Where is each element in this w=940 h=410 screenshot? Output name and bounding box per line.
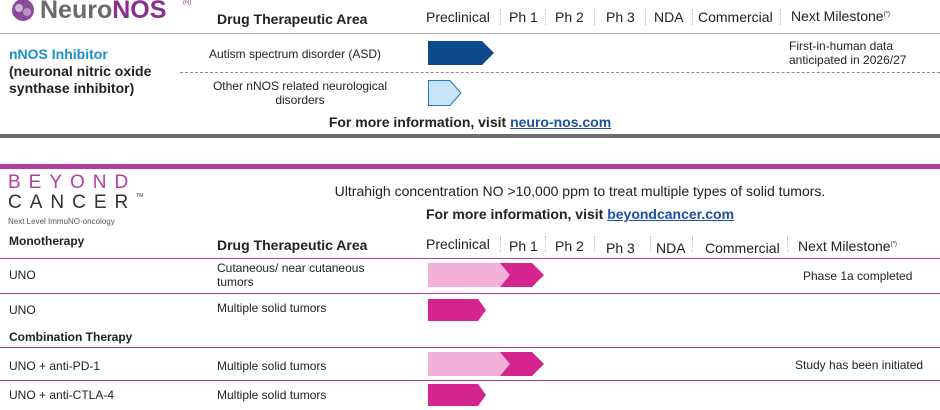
neuronos-program-name: nNOS Inhibitor <box>9 46 108 62</box>
neuronos-info-prefix: For more information, visit <box>328 114 511 130</box>
beyond-header-ph2: Ph 2 <box>555 238 584 254</box>
neuronos-program-line2: (neuronal nitric oxide <box>9 63 152 79</box>
beyond-row-drug: UNO <box>9 268 36 282</box>
neuronos-header-nda: NDA <box>654 9 684 25</box>
beyond-logo-tm: TM <box>136 193 144 199</box>
neuronos-logo-icon <box>12 0 34 21</box>
neuronos-header-commercial: Commercial <box>698 9 773 25</box>
beyond-progress-bar <box>428 263 544 287</box>
beyond-header-rule <box>0 258 940 259</box>
neuronos-row-milestone-line2: anticipated in 2026/27 <box>789 53 907 67</box>
beyond-progress-bar <box>428 384 486 406</box>
beyond-header-divider <box>545 236 546 252</box>
neuronos-header-divider <box>645 9 646 25</box>
neuronos-header-ph3: Ph 3 <box>606 9 635 25</box>
beyond-row-area: Multiple solid tumors <box>217 388 327 402</box>
neuronos-progress-bar <box>428 80 462 106</box>
neuronos-logo-tm: (R) <box>183 0 192 6</box>
neuronos-row-milestone-line1: First-in-human data <box>789 39 894 53</box>
beyond-info: For more information, visit beyondcancer… <box>200 206 940 222</box>
beyond-row-area: Multiple solid tumors <box>217 359 327 373</box>
beyond-row-area: Multiple solid tumors <box>217 301 327 315</box>
neuronos-header-milestone-sup: (*) <box>883 11 890 18</box>
neuronos-program-line3: synthase inhibitor) <box>9 80 135 96</box>
beyond-header-divider <box>594 236 595 252</box>
section-divider-gray <box>0 134 940 138</box>
beyond-row-divider <box>0 293 940 294</box>
beyond-row-drug: UNO + anti-CTLA-4 <box>9 388 115 402</box>
neuronos-logo-text-a: Neuro <box>40 0 113 24</box>
neuronos-row-area-line1: Other nNOS related neurological <box>212 79 388 93</box>
beyond-logo-line2-wrap: CANCERTM <box>8 193 168 213</box>
beyond-header-ph3: Ph 3 <box>606 240 635 256</box>
beyond-logo-line2: CANCER <box>8 192 137 213</box>
beyond-info-link[interactable]: beyondcancer.com <box>607 206 735 222</box>
beyond-header-commercial: Commercial <box>705 240 780 256</box>
neuronos-header-area: Drug Therapeutic Area <box>217 11 368 27</box>
neuronos-header-divider <box>780 9 781 25</box>
section-divider-purple <box>0 164 940 169</box>
beyond-logo-tagline: Next Level ImmuNO-oncology <box>8 217 115 226</box>
beyond-row-area-line2: tumors <box>217 275 254 289</box>
beyond-header-divider <box>787 236 788 252</box>
beyond-row-drug: UNO + anti-PD-1 <box>9 359 101 373</box>
beyond-logo: BEYOND CANCERTM Next Level ImmuNO-oncolo… <box>8 173 168 233</box>
beyond-row-drug: UNO <box>9 303 36 317</box>
beyond-header-milestone: Next Milestone(*) <box>798 238 897 254</box>
neuronos-header-rule <box>0 33 940 34</box>
beyond-header-nda: NDA <box>656 240 686 256</box>
neuronos-logo-text: NeuroNOS <box>40 0 166 25</box>
beyond-row-area-line1: Cutaneous/ near cutaneous <box>217 261 365 275</box>
neuronos-row-divider <box>180 72 940 73</box>
neuronos-header-divider <box>692 9 693 25</box>
neuronos-program-label: nNOS Inhibitor (neuronal nitric oxide sy… <box>9 46 151 97</box>
beyond-row-divider <box>0 347 940 348</box>
neuronos-header-divider <box>594 9 595 25</box>
neuronos-info-link[interactable]: neuro-nos.com <box>510 114 612 130</box>
neuronos-row-milestone: First-in-human data anticipated in 2026/… <box>789 39 906 67</box>
neuronos-row-area-line2: disorders <box>275 93 325 107</box>
beyond-section-label: Monotherapy <box>9 234 85 248</box>
neuronos-logo: NeuroNOS (R) <box>6 0 196 26</box>
beyond-header-area: Drug Therapeutic Area <box>217 237 368 253</box>
beyond-header-divider <box>692 236 693 252</box>
neuronos-header-divider <box>545 9 546 25</box>
beyond-header-milestone-label: Next Milestone <box>798 238 891 254</box>
neuronos-row-area: Other nNOS related neurological disorder… <box>200 79 400 107</box>
beyond-progress-bar <box>428 299 486 321</box>
neuronos-logo-text-b: NOS <box>112 0 167 24</box>
beyond-headline: Ultrahigh concentration NO >10,000 ppm t… <box>334 183 826 199</box>
beyond-header-preclinical: Preclinical <box>426 236 490 252</box>
beyond-info-prefix: For more information, visit <box>425 206 608 222</box>
beyond-logo-line1: BEYOND <box>8 172 137 193</box>
neuronos-info: For more information, visit neuro-nos.co… <box>0 114 940 130</box>
beyond-header-milestone-sup: (*) <box>890 241 897 248</box>
neuronos-header-ph2: Ph 2 <box>555 9 584 25</box>
beyond-header-divider <box>650 236 651 252</box>
neuronos-header-ph1: Ph 1 <box>509 9 538 25</box>
neuronos-progress-bar <box>428 41 494 65</box>
beyond-header-ph1: Ph 1 <box>509 238 538 254</box>
beyond-header-divider <box>500 236 501 252</box>
beyond-row-divider <box>0 380 940 381</box>
neuronos-header-milestone: Next Milestone(*) <box>791 8 890 24</box>
beyond-row-milestone: Phase 1a completed <box>803 269 913 283</box>
neuronos-row-area: Autism spectrum disorder (ASD) <box>209 47 382 61</box>
beyond-combo-label: Combination Therapy <box>9 330 133 344</box>
beyond-row-milestone: Study has been initiated <box>795 358 924 372</box>
neuronos-program-line1: nNOS Inhibitor <box>9 46 151 63</box>
beyond-row-area: Cutaneous/ near cutaneous tumors <box>217 261 364 289</box>
beyond-progress-bar <box>428 352 544 376</box>
neuronos-header-milestone-label: Next Milestone <box>791 8 884 24</box>
neuronos-header-preclinical: Preclinical <box>426 9 490 25</box>
neuronos-header-divider <box>500 9 501 25</box>
